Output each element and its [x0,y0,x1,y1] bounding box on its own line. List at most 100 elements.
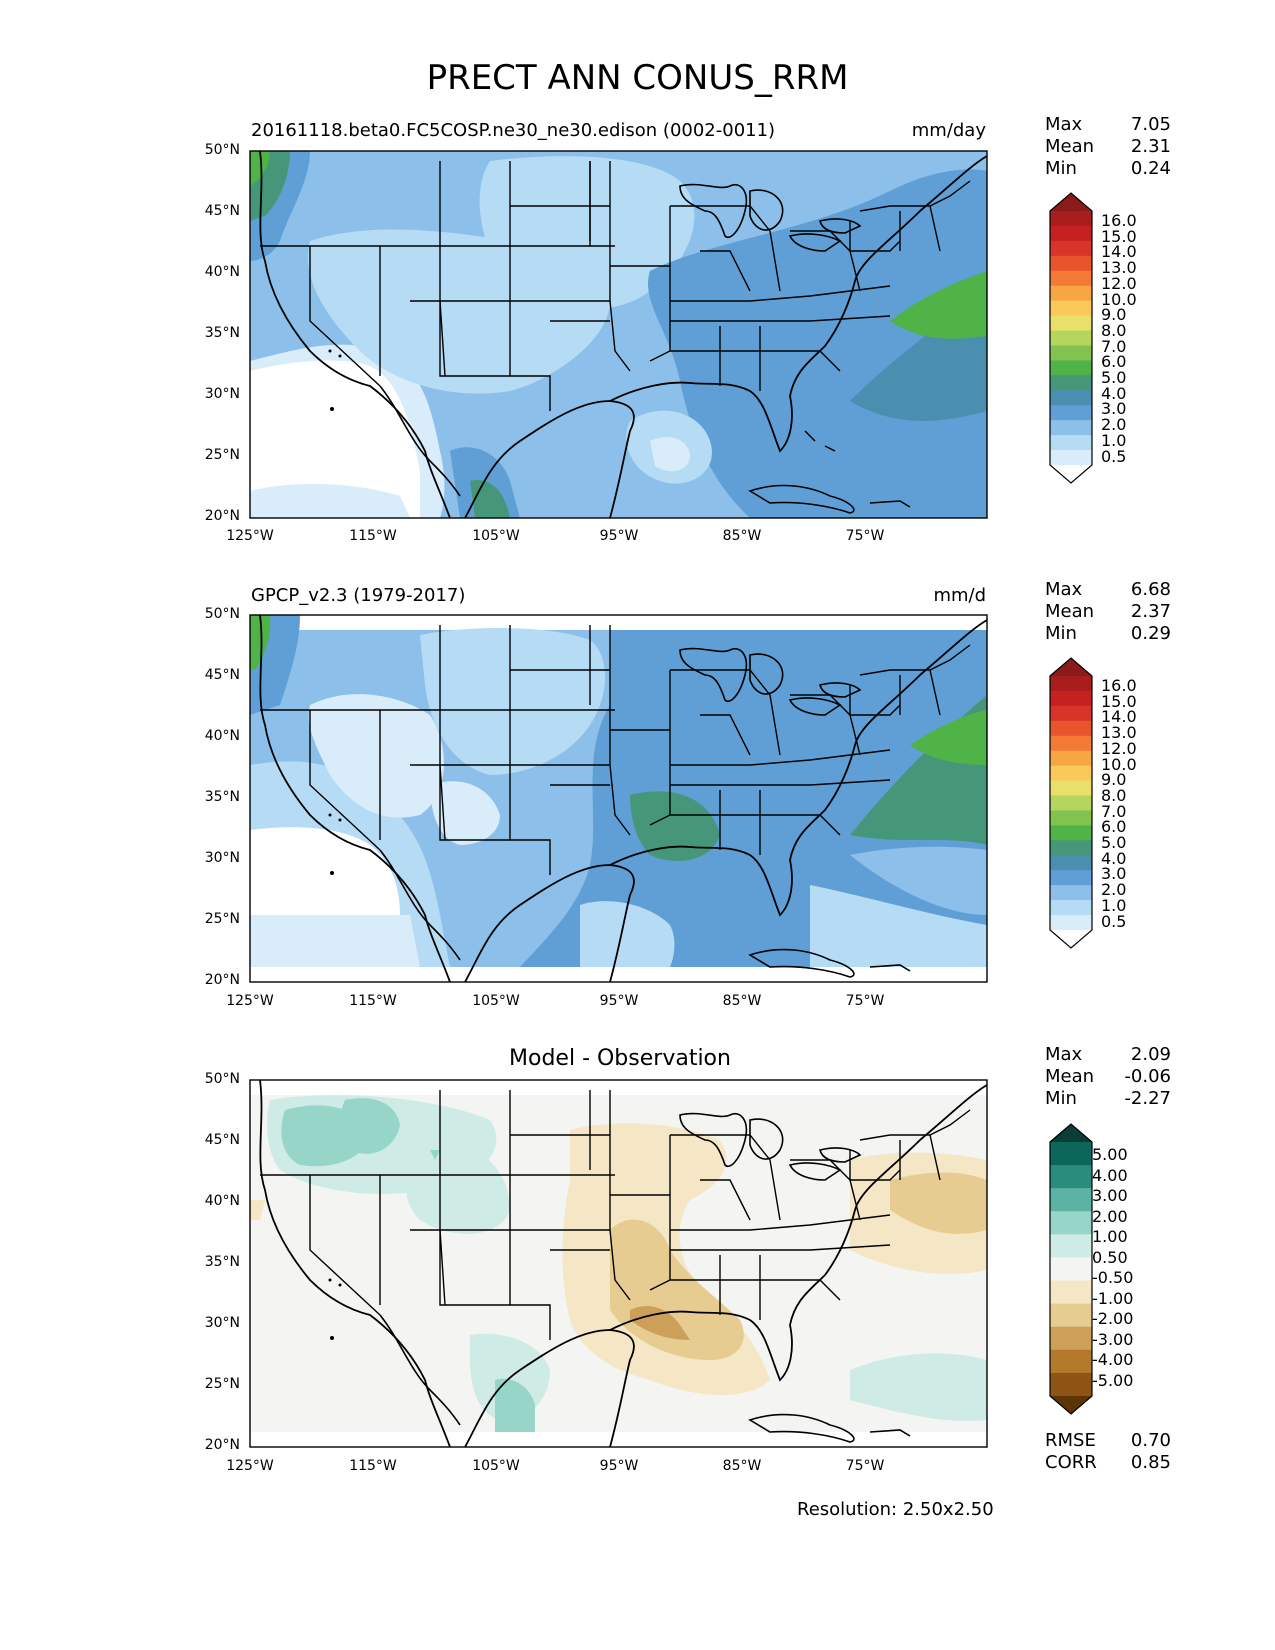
panel-1-lon-tick: 105°W [472,528,520,544]
colorbar-segment [1050,1165,1092,1189]
colorbar-segment [1050,690,1092,707]
colorbar-segment [1050,870,1092,886]
colorbar-extend-top [1050,658,1092,676]
colorbar-segment [1050,285,1092,302]
panel-3-lon-tick: 115°W [349,1458,397,1474]
colorbar-segment [1050,915,1092,931]
colorbar-segment [1050,840,1092,856]
colorbar-segment [1050,825,1092,841]
colorbar-segment [1050,360,1092,376]
panel-1-lat-tick: 25°N [204,447,240,463]
panel-3-map [249,1079,988,1448]
colorbar-segment [1050,390,1092,406]
colorbar-segment [1050,1372,1092,1397]
panel-1-lat-tick: 30°N [204,386,240,402]
panel-1-lat-tick: 20°N [204,508,240,524]
panel-1-lat-tick: 45°N [204,203,240,219]
panel-2-lat-tick: 30°N [204,850,240,866]
panel-3-max-label: Max [1045,1044,1083,1065]
panel-1-min-value: 0.24 [1130,158,1171,179]
panel-2-colorbar-labels: 16.0 15.0 14.0 13.0 12.0 10.0 9.0 8.0 7.0 6.0 5.0 4… [1101,676,1137,931]
colorbar-segment [1050,1349,1092,1374]
panel-1-mean-value: 2.31 [1130,136,1171,157]
panel-2-max-value: 6.68 [1130,579,1171,600]
panel-1-lon-tick: 95°W [599,528,639,544]
colorbar-extend-top [1050,1124,1092,1142]
colorbar-segment [1050,705,1092,722]
panel-3-lat-tick: 20°N [204,1437,240,1453]
corr-value: 0.85 [1130,1452,1171,1473]
panel-1-units: mm/day [911,120,986,141]
panel-2-lat-tick: 20°N [204,972,240,988]
panel-3-lon-tick: 85°W [722,1458,762,1474]
panel-1-mean-label: Mean [1045,136,1095,157]
panel-3-lon-tick: 75°W [845,1458,885,1474]
panel-2-min-label: Min [1045,623,1077,644]
panel-1-colorbar [1049,192,1093,484]
colorbar-outline [1049,1123,1093,1415]
panel-1-lon-tick: 125°W [226,528,274,544]
panel-2-lon-tick: 85°W [722,993,762,1009]
colorbar-outline [1049,192,1093,484]
colorbar-extend-bottom [1050,1396,1092,1414]
colorbar-extend-bottom [1050,465,1092,483]
resolution-footer: Resolution: 2.50x2.50 [797,1499,994,1520]
panel-2-lat-tick: 45°N [204,667,240,683]
panel-1-subtitle: 20161118.beta0.FC5COSP.ne30_ne30.edison … [251,120,776,141]
colorbar-segment [1050,300,1092,317]
colorbar-segment [1050,225,1092,242]
panel-3-lat-tick: 45°N [204,1132,240,1148]
colorbar-segment [1050,1234,1092,1258]
colorbar-extend-top [1050,193,1092,211]
colorbar-outline [1049,657,1093,949]
colorbar-segment [1050,1257,1092,1282]
colorbar-segment [1050,765,1092,782]
panel-1-max-label: Max [1045,114,1083,135]
panel-1-lat-tick: 35°N [204,325,240,341]
panel-1-lon-tick: 75°W [845,528,885,544]
panel-2-lon-tick: 95°W [599,993,639,1009]
panel-1-colorbar-labels: 16.0 15.0 14.0 13.0 12.0 10.0 9.0 8.0 7.0 6.0 5.0 4… [1101,211,1137,466]
panel-3-colorbar-labels: 5.00 4.00 3.00 2.00 1.00 0.50 -0.50 -1.00 -2.00-… [1092,1145,1134,1390]
colorbar-segment [1050,435,1092,451]
panel-3-lat-tick: 30°N [204,1315,240,1331]
panel-3-lat-tick: 25°N [204,1376,240,1392]
panel-2-units: mm/d [933,585,986,606]
colorbar-segment [1050,420,1092,436]
colorbar-segment [1050,1142,1092,1166]
panel-3-min-label: Min [1045,1088,1077,1109]
panel-2-lon-tick: 125°W [226,993,274,1009]
panel-2-colorbar [1049,657,1093,949]
colorbar-segment [1050,330,1092,346]
colorbar-segment [1050,676,1092,692]
panel-3-mean-value: -0.06 [1124,1066,1171,1087]
corr-label: CORR [1045,1452,1097,1473]
colorbar-segment [1050,1326,1092,1351]
panel-3-lat-tick: 50°N [204,1071,240,1087]
panel-1-lat-tick: 50°N [204,142,240,158]
colorbar-segment [1050,1188,1092,1212]
colorbar-segment [1050,780,1092,797]
colorbar-segment [1050,750,1092,767]
panel-2-lat-tick: 35°N [204,789,240,805]
colorbar-segment [1050,900,1092,916]
colorbar-segment [1050,1211,1092,1235]
colorbar-segment [1050,270,1092,287]
panel-2-min-value: 0.29 [1130,623,1171,644]
colorbar-segment [1050,315,1092,332]
rmse-value: 0.70 [1130,1430,1171,1451]
panel-2-lat-tick: 40°N [204,728,240,744]
panel-1-map [249,150,988,519]
panel-3-lat-tick: 35°N [204,1254,240,1270]
colorbar-segment [1050,885,1092,901]
panel-2-lon-tick: 105°W [472,993,520,1009]
colorbar-segment [1050,450,1092,466]
panel-2-mean-label: Mean [1045,601,1095,622]
panel-2-lon-tick: 75°W [845,993,885,1009]
colorbar-segment [1050,855,1092,871]
panel-3-title: Model - Observation [509,1046,731,1071]
colorbar-segment [1050,240,1092,257]
panel-3-lon-tick: 125°W [226,1458,274,1474]
colorbar-segment [1050,211,1092,227]
figure-title: PRECT ANN CONUS_RRM [426,58,849,98]
